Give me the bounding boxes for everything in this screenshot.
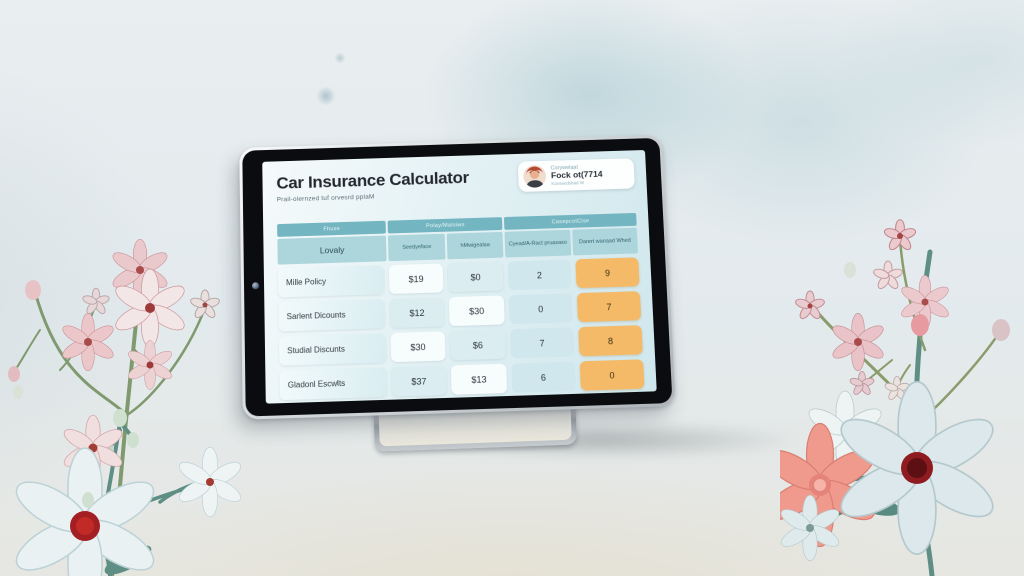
tablet-screen: Car Insurance Calculator Prail-olernzed … — [262, 149, 657, 404]
score-cell: 7 — [576, 291, 642, 323]
column-header: Seedyeface — [388, 233, 446, 262]
value-cell[interactable]: $12 — [389, 297, 445, 329]
tablet-bezel: Car Insurance Calculator Prail-olernzed … — [242, 137, 673, 417]
value-cell[interactable]: $0 — [447, 261, 504, 293]
value-cell[interactable]: $30 — [390, 331, 446, 363]
avatar — [522, 164, 547, 188]
profile-text: Corywelaat Fock ot(7714 Konseedshad W — [551, 164, 603, 187]
row-label: Sarlent Dicounts — [278, 299, 386, 332]
score-cell: 0 — [579, 359, 645, 391]
column-header: Darert wanaad Whed — [571, 227, 639, 256]
right-flowers-illustration — [780, 219, 1010, 576]
title-block: Car Insurance Calculator Prail-olernzed … — [276, 163, 469, 203]
row-label: Gladonl Escwlts — [279, 367, 387, 401]
value-cell[interactable]: 6 — [511, 361, 576, 393]
value-cell[interactable]: 2 — [507, 259, 572, 291]
page-subtitle: Prail-olernzed tuf orvesrd pplaM — [276, 193, 375, 204]
value-cell[interactable]: 7 — [509, 327, 575, 359]
column-header: Cyead/A-Ract pruasaso — [504, 229, 571, 258]
value-cell[interactable]: 0 — [508, 293, 573, 325]
left-flowers-illustration — [8, 238, 245, 576]
group-header: CasepcotClse — [504, 212, 637, 230]
tablet: Car Insurance Calculator Prail-olernzed … — [239, 134, 676, 420]
score-cell: 8 — [578, 325, 643, 357]
row-label: Studial Discunts — [278, 333, 386, 366]
value-cell[interactable]: $19 — [388, 263, 444, 295]
front-camera-icon — [251, 281, 260, 289]
value-cell[interactable]: $13 — [451, 363, 508, 395]
insurance-table: Fhuse Polay/Malsiws CasepcotClse Lovaly … — [277, 212, 645, 401]
value-cell[interactable]: $37 — [391, 365, 447, 397]
app-header: Car Insurance Calculator Prail-olernzed … — [276, 158, 636, 220]
column-header: Lovaly — [277, 235, 388, 265]
value-cell[interactable]: $30 — [448, 295, 505, 327]
page-title: Car Insurance Calculator — [276, 168, 470, 193]
profile-card[interactable]: Corywelaat Fock ot(7714 Konseedshad W — [517, 158, 635, 193]
table-body: Mille Policy $19 $0 2 9 Sarlent Dicounts $12 $3… — [277, 257, 645, 401]
column-header: hMwigealaa — [446, 231, 504, 260]
score-cell: 9 — [575, 257, 640, 289]
profile-sub: Konseedshad W — [551, 180, 585, 187]
person-avatar-icon — [522, 164, 547, 188]
value-cell[interactable]: $6 — [449, 329, 506, 361]
row-label: Mille Policy — [277, 265, 385, 298]
group-header: Polay/Malsiws — [387, 217, 503, 234]
group-header: Fhuse — [277, 220, 387, 237]
